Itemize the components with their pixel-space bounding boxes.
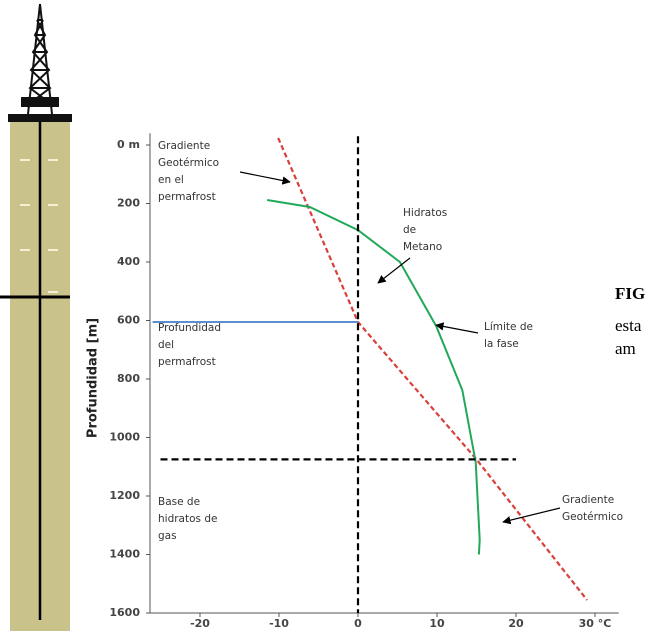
y-tick-label: 1600: [109, 606, 140, 619]
annotation-arrow: [240, 172, 290, 182]
y-tick-label: 0 m: [117, 138, 140, 151]
annotation-arrow: [436, 325, 478, 333]
annotation: permafrost: [158, 356, 216, 368]
derrick: [22, 4, 58, 114]
caption: FIG esta am: [615, 284, 645, 358]
annotation: Geotérmico: [562, 511, 623, 523]
y-tick-label: 200: [117, 197, 140, 210]
y-tick-label: 1000: [109, 431, 140, 444]
series-line: [267, 200, 480, 555]
x-tick-label: 30 °C: [579, 617, 612, 630]
annotation: Hidratos: [403, 207, 447, 219]
annotation: del: [158, 339, 174, 351]
x-tick-label: -10: [269, 617, 289, 630]
annotation: Metano: [403, 241, 442, 253]
y-tick-label: 800: [117, 372, 140, 385]
y-axis-label: Profundidad [m]: [86, 318, 101, 438]
annotation: Gradiente: [562, 494, 614, 506]
annotation: hidratos de: [158, 513, 217, 525]
y-tick-label: 1400: [109, 548, 140, 561]
y-tick-label: 1200: [109, 489, 140, 502]
x-tick-label: 0: [354, 617, 362, 630]
well-column: [0, 114, 72, 631]
annotation: gas: [158, 530, 177, 542]
annotation: la fase: [484, 338, 519, 350]
caption-text: FIG: [615, 284, 645, 303]
annotation: Base de: [158, 496, 200, 508]
x-tick-label: -20: [190, 617, 210, 630]
annotation: Geotérmico: [158, 157, 219, 169]
caption-text: esta: [615, 316, 642, 335]
x-tick-label: 20: [508, 617, 524, 630]
annotation: Gradiente: [158, 140, 210, 152]
annotation: Límite de: [484, 321, 533, 333]
annotation: permafrost: [158, 191, 216, 203]
plot: 0 m 200 400 600 800 1000 1200 1400 1600 -20 -10 0 10…: [86, 133, 624, 630]
annotation: Profundidad: [158, 322, 221, 334]
annotation: de: [403, 224, 416, 236]
x-tick-label: 10: [429, 617, 445, 630]
caption-text: am: [615, 339, 636, 358]
annotation-arrow: [503, 508, 560, 522]
annotation: en el: [158, 174, 184, 186]
figure: 0 m 200 400 600 800 1000 1200 1400 1600 -20 -10 0 10…: [0, 0, 650, 631]
y-tick-label: 600: [117, 314, 140, 327]
y-tick-label: 400: [117, 255, 140, 268]
